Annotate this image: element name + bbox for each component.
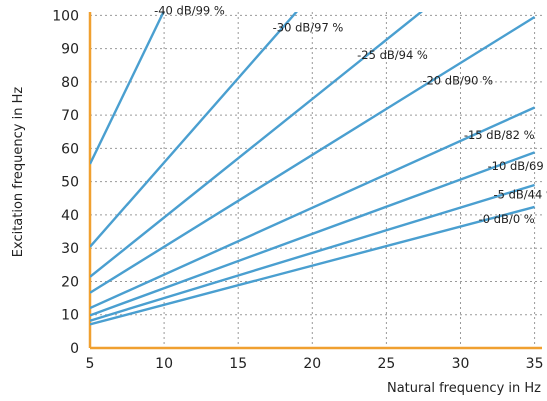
series-label: -15 dB/82 % — [464, 128, 535, 142]
x-tick-label: 10 — [155, 356, 173, 372]
series-line — [90, 12, 298, 248]
series-label: -25 dB/94 % — [357, 48, 428, 62]
series-line — [90, 12, 423, 278]
series-label: -10 dB/69 % — [488, 159, 547, 173]
x-tick-label: 30 — [452, 356, 470, 372]
series-label: -40 dB/99 % — [154, 4, 225, 18]
series-lines — [90, 12, 536, 326]
series-line — [90, 151, 536, 317]
series-label: -0 dB/0 % — [479, 212, 535, 226]
series-label: -20 dB/90 % — [422, 73, 493, 87]
x-tick-label: 20 — [303, 356, 321, 372]
series-line — [90, 183, 535, 322]
x-tick-labels: 5 10 15 20 25 30 35 — [86, 356, 544, 372]
y-tick-label: 0 — [70, 341, 79, 357]
series-line — [90, 205, 535, 326]
x-tick-label: 5 — [86, 356, 95, 372]
y-tick-label: 70 — [61, 108, 79, 124]
x-tick-label: 15 — [229, 356, 247, 372]
y-tick-label: 30 — [61, 241, 79, 257]
x-axis-title: Natural frequency in Hz — [387, 381, 541, 396]
y-tick-label: 10 — [61, 308, 79, 324]
series-labels: -40 dB/99 % -30 dB/97 % -25 dB/94 % -20 dB/… — [154, 4, 547, 226]
series-line — [90, 15, 536, 294]
y-tick-label: 40 — [61, 208, 79, 224]
y-tick-label: 20 — [61, 274, 79, 290]
y-tick-label: 50 — [61, 175, 79, 191]
axes — [88, 12, 542, 350]
grid — [90, 12, 542, 348]
y-tick-labels: 0 10 20 30 40 50 60 70 80 90 100 — [52, 8, 79, 357]
y-tick-label: 90 — [61, 42, 79, 58]
series-label: -30 dB/97 % — [273, 21, 344, 35]
series-line — [90, 106, 536, 310]
y-axis-title: Excitation frequency in Hz — [11, 87, 26, 258]
series-label: -5 dB/44 % — [493, 187, 547, 201]
y-tick-label: 60 — [61, 141, 79, 157]
y-tick-label: 80 — [61, 75, 79, 91]
x-tick-label: 25 — [377, 356, 395, 372]
y-tick-label: 100 — [52, 8, 79, 24]
x-tick-label: 35 — [526, 356, 544, 372]
